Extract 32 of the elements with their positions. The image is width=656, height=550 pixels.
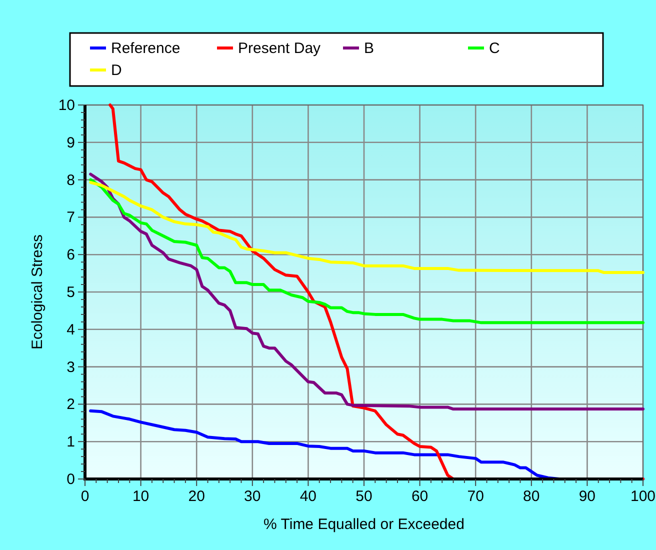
y-tick-label: 3 <box>66 358 75 376</box>
x-tick-label: 20 <box>188 488 205 505</box>
x-tick-label: 0 <box>80 488 90 505</box>
x-axis-title: % Time Equalled or Exceeded <box>264 516 464 533</box>
y-tick-label: 10 <box>58 97 75 114</box>
y-tick-label: 5 <box>66 284 75 301</box>
legend-label: Present Day <box>238 40 322 57</box>
y-tick-label: 8 <box>66 172 75 189</box>
y-tick-label: 2 <box>66 396 75 414</box>
y-tick-label: 4 <box>66 321 75 338</box>
x-tick-label: 80 <box>523 488 540 505</box>
y-tick-label: 1 <box>66 434 75 451</box>
x-tick-label: 30 <box>244 488 261 505</box>
line-series <box>89 180 644 274</box>
x-tick-label: 70 <box>467 488 484 505</box>
line-series <box>89 178 644 324</box>
x-tick-label: 50 <box>356 488 372 505</box>
y-tick-label: 0 <box>66 471 75 488</box>
line-series <box>89 172 644 411</box>
legend-label: C <box>489 40 500 57</box>
x-tick-label: 100 <box>630 488 656 505</box>
y-tick-label: 6 <box>66 246 75 264</box>
y-tick-label: 7 <box>66 209 75 226</box>
legend-label: D <box>111 62 122 79</box>
y-tick-label: 9 <box>66 134 75 152</box>
legend-label: Reference <box>111 40 180 57</box>
x-tick-label: 90 <box>578 488 596 505</box>
y-axis-title: Ecological Stress <box>29 234 46 350</box>
x-tick-label: 60 <box>411 488 428 505</box>
x-tick-label: 10 <box>132 488 150 505</box>
legend-label: B <box>364 40 374 57</box>
x-tick-label: 40 <box>300 488 317 505</box>
